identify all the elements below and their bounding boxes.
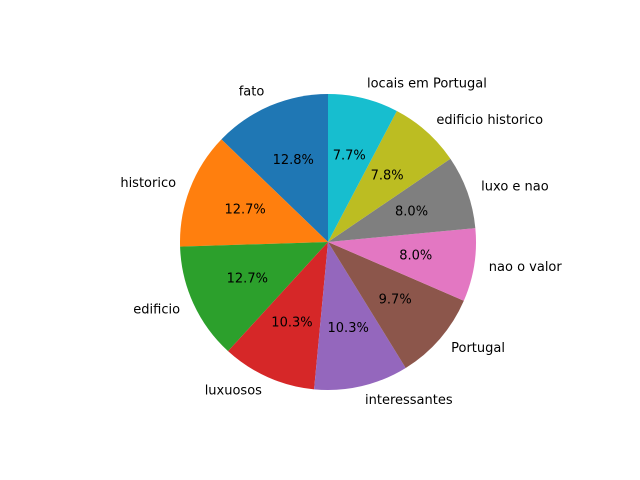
percentage-labels: 12.8% 12.7% 12.7% 10.3% 10.3% 9.7% 8.0% 8.0% 7.8…	[224, 148, 432, 336]
pct-label-portugal: 9.7%	[379, 293, 412, 308]
pie-slice-nao-o-valor	[328, 228, 476, 301]
pie-slice-luxuosos	[228, 242, 328, 390]
pie-slice-historico	[180, 139, 328, 247]
category-label-edificio-historico: edificio historico	[436, 113, 543, 128]
pie-slice-edificio	[180, 242, 328, 352]
category-label-historico: historico	[120, 176, 176, 191]
pct-label-fato: 12.8%	[273, 153, 314, 168]
pct-label-historico: 12.7%	[224, 203, 265, 218]
category-labels: fato historico edificio luxuosos interessant…	[120, 76, 562, 408]
pct-label-locais-em-portugal: 7.7%	[333, 148, 366, 163]
category-label-nao-o-valor: nao o valor	[489, 260, 563, 275]
category-label-luxo-e-nao: luxo e nao	[481, 179, 549, 194]
category-label-locais-em-portugal: locais em Portugal	[367, 76, 487, 91]
pct-label-luxo-e-nao: 8.0%	[395, 204, 428, 219]
pct-label-edificio: 12.7%	[227, 272, 268, 287]
pct-label-nao-o-valor: 8.0%	[399, 248, 432, 263]
pct-label-interessantes: 10.3%	[328, 321, 369, 336]
pct-label-luxuosos: 10.3%	[271, 316, 312, 331]
pie-slices	[180, 94, 476, 390]
pie-slice-edificio-historico	[328, 110, 451, 242]
pie-slice-interessantes	[314, 242, 406, 390]
pie-slice-luxo-e-nao	[328, 158, 476, 242]
category-label-interessantes: interessantes	[365, 393, 453, 408]
pie-slice-fato	[221, 94, 328, 242]
category-label-luxuosos: luxuosos	[205, 383, 262, 398]
pie-slice-locais-em-portugal	[328, 94, 397, 242]
pct-label-edificio-historico: 7.8%	[371, 168, 404, 183]
category-label-fato: fato	[239, 85, 265, 100]
category-label-edificio: edificio	[133, 302, 180, 317]
pie-slice-portugal	[328, 242, 464, 368]
category-label-portugal: Portugal	[451, 341, 505, 356]
